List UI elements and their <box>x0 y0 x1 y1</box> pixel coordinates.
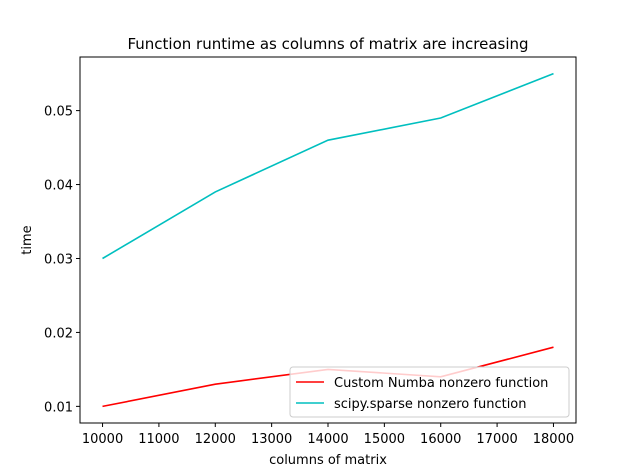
y-tick-label: 0.01 <box>44 400 73 415</box>
y-tick-label: 0.03 <box>44 252 73 267</box>
legend-box <box>289 366 570 418</box>
x-tick-label: 14000 <box>307 432 348 447</box>
legend: Custom Numba nonzero function scipy.spars… <box>289 366 570 418</box>
x-tick-label: 15000 <box>364 432 405 447</box>
y-tick-label: 0.05 <box>44 105 73 120</box>
series-lines <box>102 72 554 408</box>
x-tick-label: 13000 <box>251 432 292 447</box>
x-tick-label: 12000 <box>195 432 236 447</box>
x-tick-label: 16000 <box>420 432 461 447</box>
x-tick-label: 10000 <box>82 432 123 447</box>
x-tick-label: 17000 <box>476 432 517 447</box>
y-axis: 0.01 0.02 0.03 0.04 0.05 <box>44 105 80 415</box>
legend-label-1: Custom Numba nonzero function <box>334 376 548 391</box>
y-tick-label: 0.04 <box>44 179 73 194</box>
y-axis-label: time <box>20 225 35 254</box>
x-axis-label: columns of matrix <box>269 453 387 468</box>
x-axis: 10000 11000 12000 13000 14000 15000 16000 17000… <box>82 423 574 447</box>
y-tick-label: 0.02 <box>44 326 73 341</box>
legend-label-2: scipy.sparse nonzero function <box>334 397 527 412</box>
series-line-2 <box>102 72 554 260</box>
x-tick-label: 18000 <box>533 432 574 447</box>
chart-title: Function runtime as columns of matrix ar… <box>127 35 528 53</box>
x-tick-label: 11000 <box>138 432 179 447</box>
